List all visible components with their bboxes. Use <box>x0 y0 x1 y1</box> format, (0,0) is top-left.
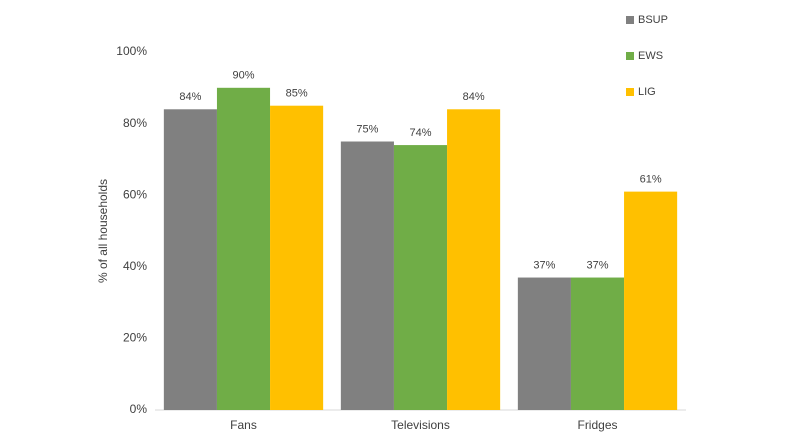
x-tick-label: Fans <box>230 418 257 432</box>
y-tick-label: 60% <box>123 187 147 201</box>
data-label: 84% <box>179 91 201 103</box>
data-label: 85% <box>286 88 308 100</box>
data-label: 84% <box>463 91 485 103</box>
x-tick-label: Fridges <box>577 418 617 432</box>
legend-swatch <box>626 52 634 60</box>
data-label: 37% <box>533 259 555 271</box>
bar <box>447 109 501 410</box>
bar <box>163 109 217 410</box>
data-label: 61% <box>640 174 662 186</box>
y-tick-label: 20% <box>123 331 147 345</box>
bar <box>270 105 324 410</box>
y-tick-label: 40% <box>123 259 147 273</box>
bar <box>624 191 678 410</box>
y-tick-label: 80% <box>123 116 147 130</box>
bar <box>340 141 394 410</box>
x-tick-label: Televisions <box>391 418 450 432</box>
data-label: 75% <box>356 123 378 135</box>
bar <box>517 277 571 410</box>
data-label: 37% <box>586 259 608 271</box>
legend-label: LIG <box>638 86 656 98</box>
data-label: 74% <box>409 127 431 139</box>
bar <box>393 145 448 410</box>
y-axis-label: % of all households <box>96 179 110 283</box>
bar <box>570 277 625 410</box>
legend-swatch <box>626 16 634 24</box>
data-label: 90% <box>232 70 254 82</box>
legend-label: BSUP <box>638 14 668 26</box>
bar <box>216 87 271 411</box>
y-tick-label: 0% <box>130 402 148 416</box>
y-tick-label: 100% <box>116 44 147 58</box>
legend-swatch <box>626 88 634 96</box>
legend-label: EWS <box>638 50 663 62</box>
